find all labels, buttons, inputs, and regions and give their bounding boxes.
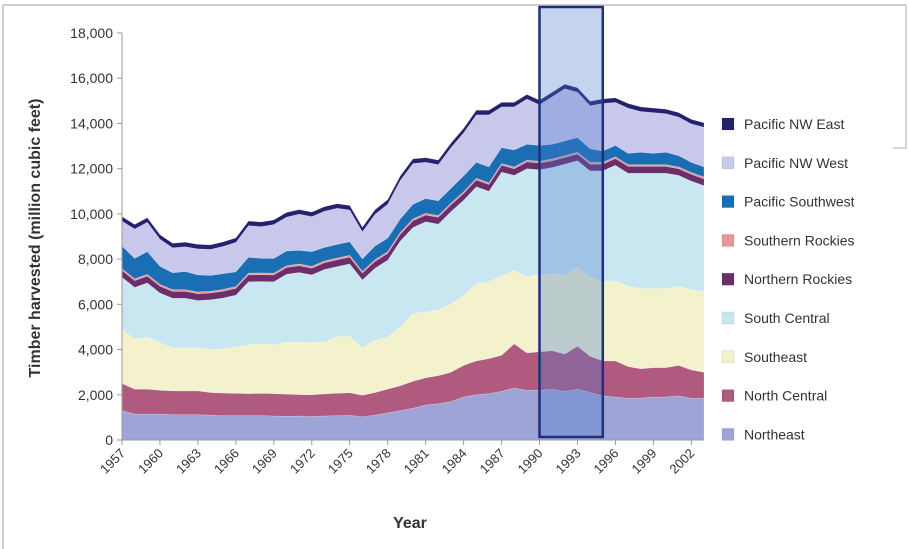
legend-swatch-southeast	[721, 350, 735, 364]
frame-right-border	[893, 5, 907, 149]
legend: Pacific NW East Pacific NW West Pacific So…	[721, 116, 855, 442]
y-tick-label: 16,000	[70, 70, 113, 86]
y-tick-label: 8,000	[78, 251, 113, 267]
y-tick-label: 18,000	[70, 25, 113, 41]
highlight-box	[538, 5, 605, 439]
legend-label-southeast: Southeast	[744, 349, 807, 365]
y-tick-label: 4,000	[78, 342, 113, 358]
x-tick-label: 2002	[666, 446, 697, 477]
x-axis-ticks: 1957 1960 1963 1966 1969 1972 1975 1978 1981 1984…	[97, 440, 697, 477]
x-tick-label: 1975	[325, 446, 356, 477]
y-tick-label: 12,000	[70, 161, 113, 177]
legend-label-pacific-nw-east: Pacific NW East	[744, 116, 844, 132]
legend-label-southern-rockies: Southern Rockies	[744, 232, 855, 248]
x-tick-label: 1993	[553, 446, 584, 477]
x-tick-label: 1963	[173, 446, 204, 477]
x-tick-label: 1990	[515, 446, 546, 477]
x-tick-label: 1981	[401, 446, 432, 477]
y-tick-label: 14,000	[70, 115, 113, 131]
area-pacific-nw-east	[121, 84, 705, 250]
x-tick-label: 1957	[97, 446, 128, 477]
area-southern-rockies	[121, 151, 705, 294]
legend-swatch-northern-rockies	[721, 272, 735, 286]
x-tick-label: 1960	[135, 446, 166, 477]
legend-swatch-pacific-southwest	[721, 195, 735, 208]
legend-swatch-northeast	[721, 428, 735, 441]
legend-swatch-north-central	[721, 389, 735, 402]
highlight-layer	[538, 5, 605, 439]
x-tick-label: 1969	[249, 446, 280, 477]
legend-label-pacific-southwest: Pacific Southwest	[744, 194, 855, 210]
y-tick-label: 10,000	[70, 206, 113, 222]
y-axis-title: Timber harvested (million cubic feet)	[27, 99, 44, 378]
x-tick-label: 1972	[287, 446, 318, 477]
y-tick-label: 0	[105, 432, 113, 448]
legend-swatch-pacific-nw-west	[721, 156, 735, 170]
legend-label-northeast: Northeast	[744, 426, 805, 442]
x-tick-label: 1966	[211, 446, 242, 477]
area-southeast	[121, 266, 705, 396]
x-tick-label: 1987	[477, 446, 508, 477]
y-axis-ticks: 0 2,000 4,000 6,000 8,000 10,000 12,000 14,000 1…	[70, 25, 122, 448]
area-north-central	[121, 343, 705, 417]
x-tick-label: 1996	[590, 446, 621, 477]
area-pacific-southwest	[121, 137, 705, 293]
legend-label-northern-rockies: Northern Rockies	[744, 271, 852, 287]
legend-swatch-south-central	[721, 311, 735, 325]
legend-label-north-central: North Central	[744, 388, 827, 404]
y-tick-label: 6,000	[78, 296, 113, 312]
stacked-areas	[121, 84, 705, 441]
y-tick-label: 2,000	[78, 387, 113, 403]
x-tick-label: 1984	[439, 446, 470, 477]
area-pacific-nw-west	[121, 88, 705, 276]
legend-label-pacific-nw-west: Pacific NW West	[744, 155, 848, 171]
x-tick-label: 1978	[363, 446, 394, 477]
legend-swatch-southern-rockies	[721, 234, 735, 247]
legend-label-south-central: South Central	[744, 310, 830, 326]
x-tick-label: 1999	[628, 446, 659, 477]
legend-swatch-pacific-nw-east	[721, 117, 735, 131]
x-axis-title: Year	[393, 515, 427, 532]
